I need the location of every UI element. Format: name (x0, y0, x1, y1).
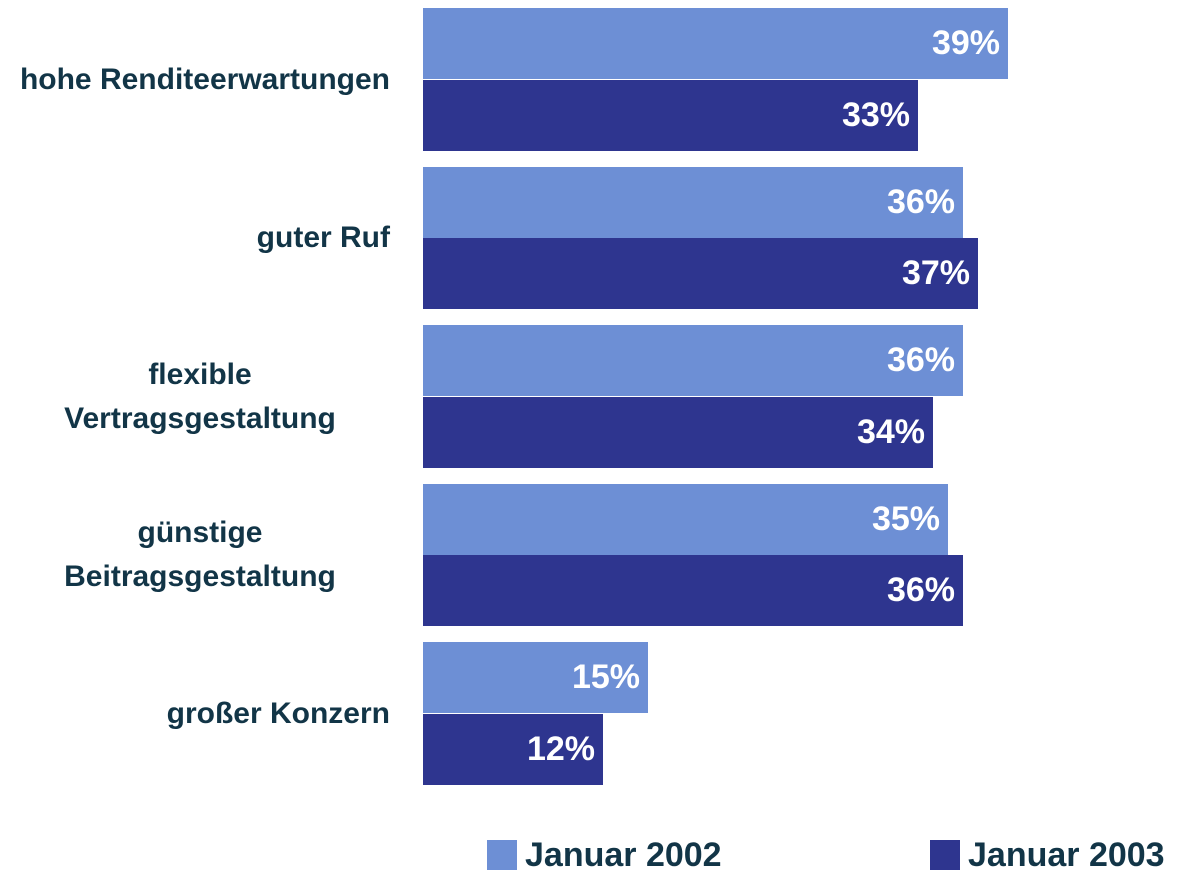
value-label: 35% (871, 499, 940, 538)
bar (423, 8, 1008, 79)
category-label: günstige Beitragsgestaltung (10, 484, 390, 627)
category-text: flexible Vertragsgestaltung (64, 357, 336, 435)
legend-label: Januar 2002 (525, 836, 722, 874)
category-label: hohe Renditeerwartungen (10, 8, 390, 151)
value-label: 36% (886, 182, 955, 221)
category-text: guter Ruf (256, 221, 390, 254)
bar (423, 238, 978, 309)
category-label: flexible Vertragsgestaltung (10, 325, 390, 468)
legend-swatch (930, 840, 960, 870)
category-text: großer Konzern (166, 696, 390, 730)
value-label: 36% (886, 571, 955, 609)
bar (423, 396, 933, 468)
value-label: 15% (571, 658, 640, 696)
value-label: 39% (931, 24, 1000, 62)
bar (423, 713, 603, 785)
legend-label: Januar 2003 (968, 836, 1165, 874)
category-text: hohe Renditeerwartungen (19, 62, 390, 96)
value-label: 37% (901, 254, 970, 292)
category-label: guter Ruf (10, 167, 390, 310)
bar (423, 166, 963, 238)
category-label: großer Konzern (10, 642, 390, 785)
value-label: 12% (526, 729, 595, 768)
bar (423, 483, 948, 555)
value-label: 34% (856, 412, 925, 451)
bar (423, 642, 648, 713)
bar (423, 79, 918, 151)
category-text: günstige Beitragsgestaltung (64, 516, 336, 593)
value-label: 33% (841, 95, 910, 134)
value-label: 36% (886, 341, 955, 379)
bar (423, 325, 963, 396)
bar (423, 555, 963, 626)
legend-swatch (487, 840, 517, 870)
